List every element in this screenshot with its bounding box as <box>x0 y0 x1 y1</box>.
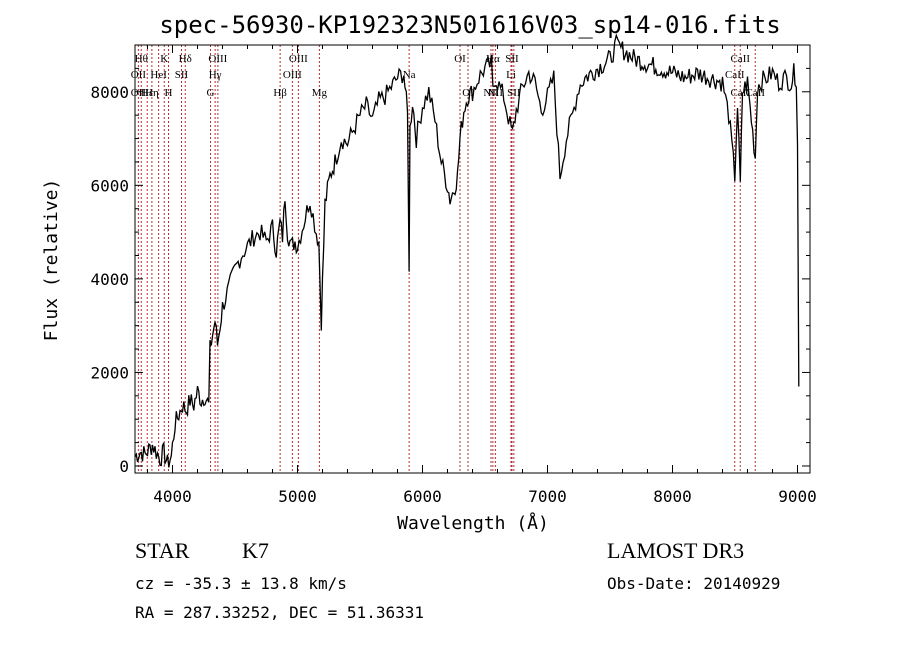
line-label-29: CaII <box>745 87 765 99</box>
chart-title: spec-56930-KP192323N501616V03_sp14-016.f… <box>159 11 780 39</box>
line-label-10: G <box>207 87 215 99</box>
emission-line-markers <box>137 45 756 473</box>
line-label-22: NII <box>488 87 504 99</box>
line-label-13: Hβ <box>273 87 287 99</box>
x-tick-label-2: 6000 <box>403 487 442 506</box>
x-tick-label-1: 5000 <box>278 487 317 506</box>
x-axis-ticks: 4000 5000 6000 7000 8000 9000 <box>147 45 817 506</box>
line-label-8: SII <box>175 69 189 81</box>
line-label-26: CaII <box>725 69 745 81</box>
object-subclass: K7 <box>242 538 269 563</box>
line-label-23: Li <box>506 69 516 81</box>
line-label-6: K <box>160 53 168 65</box>
y-tick-label-0: 0 <box>119 457 129 476</box>
redshift-info: cz = -35.3 ± 13.8 km/s <box>135 574 347 593</box>
line-label-9: Hδ <box>179 53 192 65</box>
line-label-1: OII <box>131 69 147 81</box>
y-tick-label-2: 4000 <box>90 270 129 289</box>
line-label-16: Mg <box>312 87 328 99</box>
survey-name: LAMOST DR3 <box>607 538 745 563</box>
line-label-15: OIII <box>289 53 308 65</box>
y-axis-label: Flux (relative) <box>41 179 62 342</box>
line-label-18: OI <box>454 53 466 65</box>
y-tick-label-1: 2000 <box>90 363 129 382</box>
spectrum-series-line <box>134 33 800 468</box>
line-label-5: HeI <box>150 69 167 81</box>
line-label-0: Hθ <box>135 53 148 65</box>
line-label-12: OIII <box>208 53 227 65</box>
line-label-25: SII <box>507 87 521 99</box>
line-label-28: CaII <box>730 87 750 99</box>
x-tick-label-3: 7000 <box>528 487 567 506</box>
coordinates: RA = 287.33252, DEC = 51.36331 <box>135 603 424 622</box>
x-tick-label-4: 8000 <box>653 487 692 506</box>
observation-date: Obs-Date: 20140929 <box>607 574 781 593</box>
plot-frame <box>134 44 811 474</box>
line-label-24: SII <box>505 53 519 65</box>
line-label-4: Hη <box>145 87 159 99</box>
object-class: STAR <box>135 538 190 563</box>
x-axis-label: Wavelength (Å) <box>397 512 549 534</box>
x-tick-label-5: 9000 <box>778 487 817 506</box>
line-label-11: Hγ <box>209 69 222 81</box>
line-label-3: Hε <box>141 87 154 99</box>
y-tick-label-3: 6000 <box>90 176 129 195</box>
line-label-19: OI <box>462 87 474 99</box>
y-axis-ticks: 0 2000 4000 6000 8000 <box>90 67 810 476</box>
x-tick-label-0: 4000 <box>153 487 192 506</box>
line-label-20: NII <box>483 87 499 99</box>
line-label-17: Na <box>403 69 416 81</box>
emission-line-labels: HθOIIOIIHεHηHeIKHSIIHδGHγOIIIHβOIIIOIIIM… <box>131 53 766 99</box>
line-label-14: OIII <box>283 69 302 81</box>
y-tick-label-4: 8000 <box>90 83 129 102</box>
line-label-7: H <box>165 87 173 99</box>
line-label-27: CaII <box>730 53 750 65</box>
